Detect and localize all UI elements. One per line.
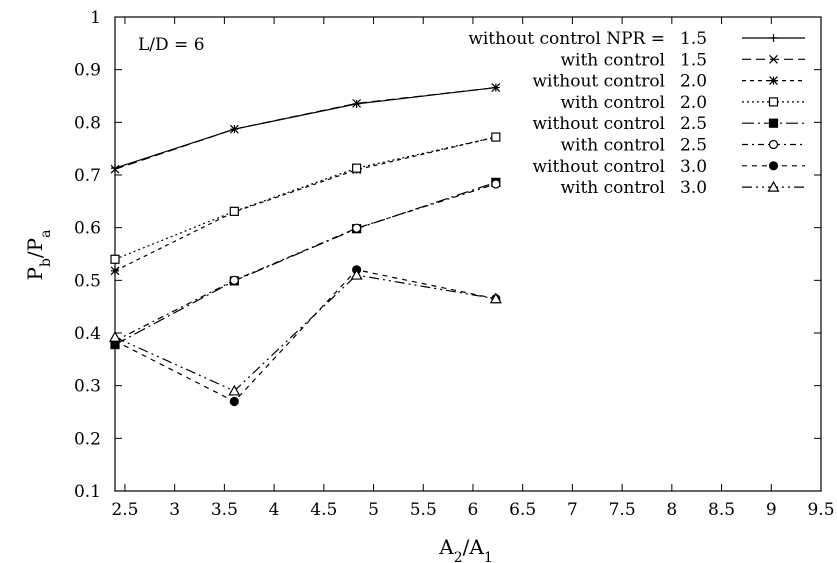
series-8-point: [489, 292, 502, 304]
series-4-point: [491, 132, 501, 142]
series-1-point: [111, 164, 119, 173]
series-8-point: [108, 330, 122, 342]
x-tick-label: 8: [666, 500, 677, 520]
axis-ticks: 2.5 3 3.5 4 4.5 5 5.5 6 6.5 7 7.5 8 8.5 9 9.5 0.1 0.2 0.3…: [74, 8, 835, 520]
y-tick-label: 0.6: [74, 219, 101, 239]
legend-marker-3: [769, 76, 778, 86]
series-4-point: [110, 254, 120, 264]
legend-marker-1: [769, 34, 778, 42]
legend-npr-1: 1.5: [680, 29, 707, 49]
legend-label-3: without control: [532, 72, 665, 92]
legend-npr-4: 2.0: [680, 93, 707, 113]
legend-marker-4: [768, 97, 779, 107]
legend-marker-5: [768, 118, 779, 128]
legend-label-4: with control: [560, 93, 665, 113]
x-tick-label: 4.5: [310, 500, 337, 520]
series-4-point: [352, 163, 362, 173]
x-tick-label: 2.5: [111, 500, 138, 520]
y-axis-title: Pb/Pa: [23, 230, 54, 281]
x-tick-label: 9: [766, 500, 777, 520]
legend-npr-2: 1.5: [680, 50, 707, 70]
x-tick-label: 5.5: [410, 500, 437, 520]
legend-marker-6: [768, 139, 779, 150]
series-line-7: [114, 269, 496, 403]
x-tick-label: 6.5: [509, 500, 536, 520]
series-line-8: [114, 274, 496, 392]
y-tick-label: 0.9: [74, 61, 101, 81]
y-tick-label: 0.5: [74, 271, 101, 291]
series-line-3: [114, 136, 496, 272]
y-tick-label: 0.4: [74, 324, 101, 344]
y-tick-label: 0.2: [74, 429, 101, 449]
x-tick-label: 7.5: [609, 500, 636, 520]
series-8-point: [228, 384, 241, 396]
legend-marker-2: [769, 54, 778, 64]
series-line-6: [114, 183, 497, 342]
annotation-ld: L/D = 6: [138, 35, 205, 55]
series-2-point: [229, 124, 239, 134]
legend-label-2: with control: [560, 50, 665, 70]
series-6-point: [229, 275, 239, 285]
series-7-point: [229, 396, 239, 407]
series-6-point: [491, 179, 501, 189]
series-line-5: [114, 181, 497, 346]
series-3-point: [110, 266, 120, 276]
series-line-2: [114, 86, 496, 170]
legend-label-1: without control NPR =: [468, 29, 665, 49]
x-tick-label: 4: [269, 500, 280, 520]
x-tick-label: 7: [567, 500, 578, 520]
legend-npr-8: 3.0: [680, 178, 707, 198]
legend-label-8: with control: [560, 178, 665, 198]
legend-marker-7: [768, 161, 779, 171]
series-lines: [114, 86, 497, 403]
y-tick-label: 0.1: [74, 482, 101, 502]
series-6-point: [352, 223, 362, 233]
series-markers: [108, 83, 502, 407]
legend-npr-5: 2.5: [680, 114, 707, 134]
series-2-point: [491, 83, 501, 92]
y-tick-label: 0.8: [74, 113, 101, 133]
series-line-4: [114, 136, 496, 260]
series-line-1: [114, 86, 496, 169]
y-tick-label: 0.3: [74, 377, 101, 397]
series-8-point: [350, 268, 363, 280]
legend-npr-6: 2.5: [680, 136, 707, 156]
series-4-point: [229, 206, 239, 216]
legend-label-7: without control: [532, 157, 665, 177]
x-tick-label: 8.5: [708, 500, 735, 520]
legend: without control NPR = 1.5 with control 1.5 w…: [468, 29, 805, 198]
legend-npr-7: 3.0: [680, 157, 707, 177]
series-2-point: [110, 164, 120, 174]
y-tick-label: 0.7: [74, 166, 101, 186]
legend-marker-8: [767, 180, 780, 192]
y-tick-label: 1: [90, 8, 101, 28]
x-axis-title: A2/A1: [438, 535, 492, 563]
x-tick-label: 5: [368, 500, 379, 520]
series-2-point: [352, 98, 362, 108]
legend-npr-3: 2.0: [680, 72, 707, 92]
x-tick-label: 9.5: [807, 500, 834, 520]
x-tick-label: 3: [169, 500, 180, 520]
plot-frame: [114, 16, 822, 492]
x-tick-label: 6: [468, 500, 479, 520]
legend-label-5: without control: [532, 114, 665, 134]
x-tick-label: 3.5: [211, 500, 238, 520]
legend-label-6: with control: [560, 136, 665, 156]
